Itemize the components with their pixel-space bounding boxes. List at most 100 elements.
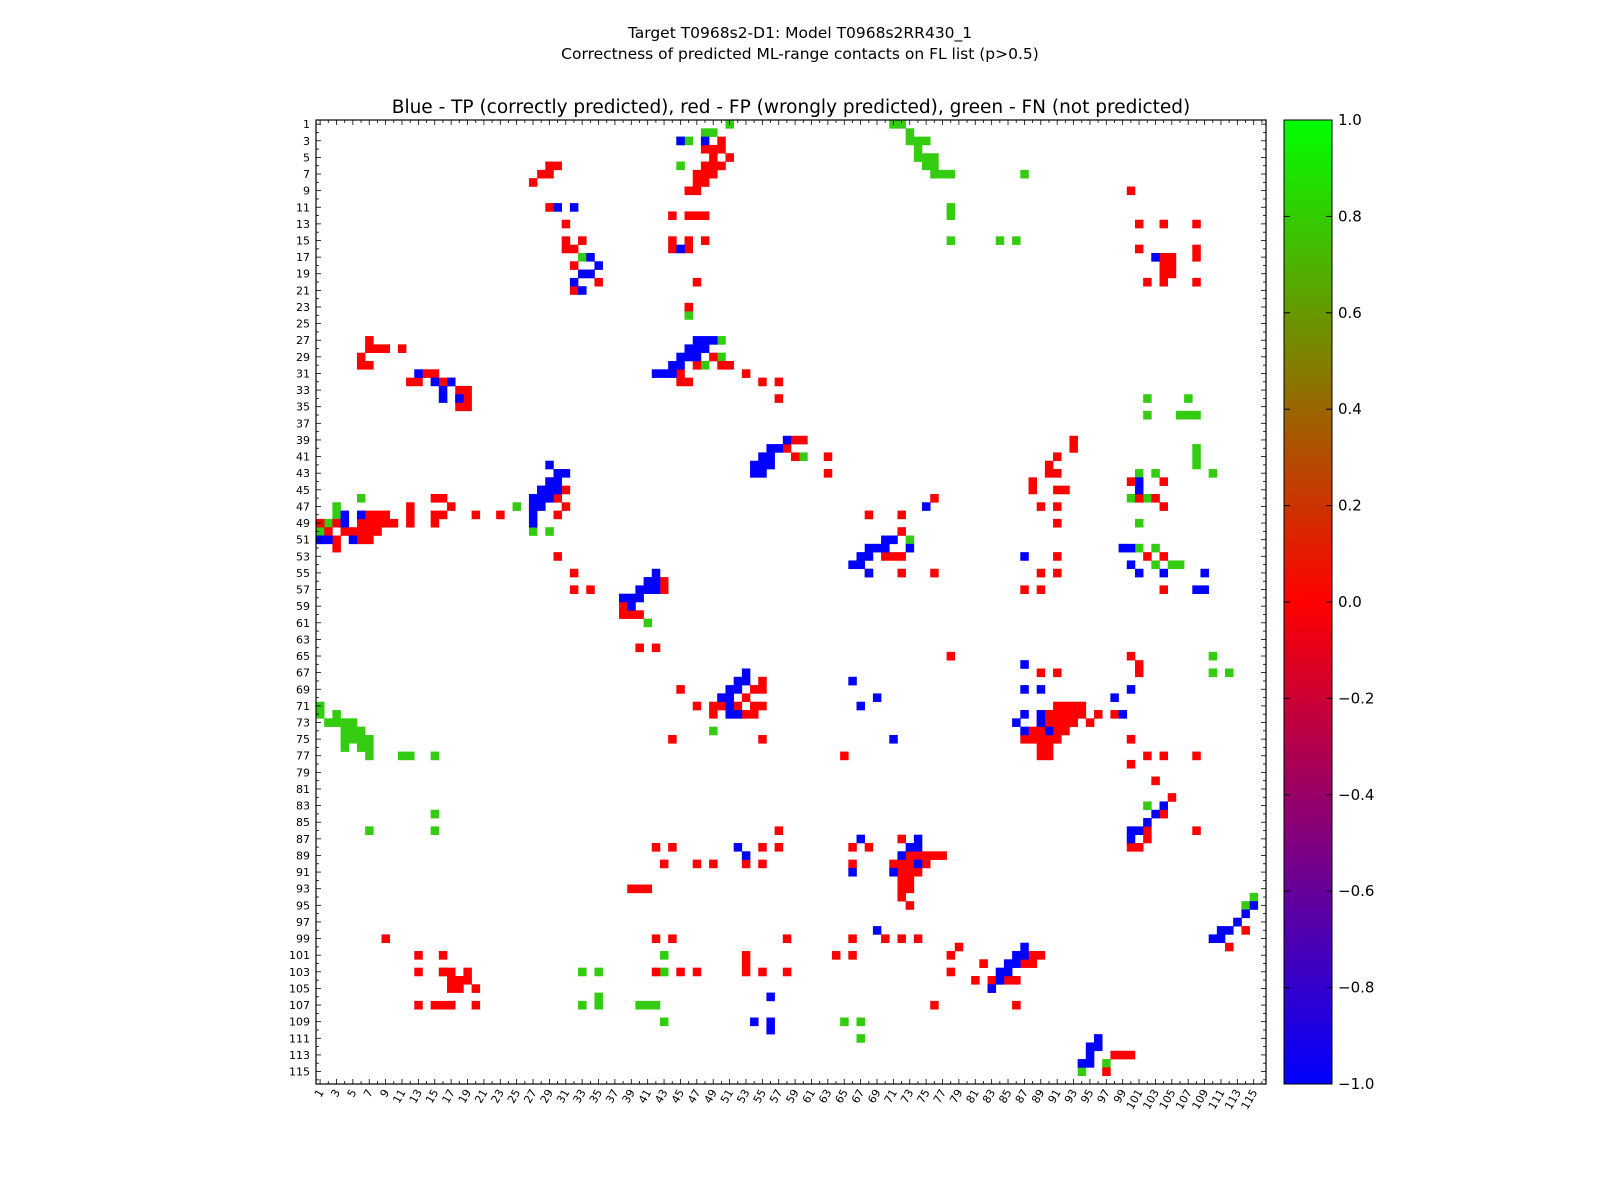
tp-contact-cell <box>528 518 538 528</box>
y-tick-label: 77 <box>296 750 310 763</box>
fp-contact-cell <box>373 527 382 536</box>
tp-contact-cell <box>340 518 350 528</box>
tp-contact-cell <box>725 701 734 711</box>
fp-contact-cell <box>1102 1067 1111 1076</box>
tp-contact-cell <box>692 344 702 353</box>
tp-contact-cell <box>1134 568 1144 578</box>
fn-contact-cell <box>406 751 415 761</box>
fp-contact-cell <box>1061 701 1070 711</box>
y-tick-label: 83 <box>296 800 310 813</box>
fp-contact-cell <box>373 344 382 353</box>
fn-contact-cell <box>348 734 358 744</box>
tp-contact-cell <box>766 1017 775 1027</box>
fn-contact-cell <box>1143 493 1152 503</box>
fp-contact-cell <box>430 510 440 520</box>
fp-contact-cell <box>897 892 906 902</box>
fp-contact-cell <box>709 144 718 154</box>
fp-contact-cell <box>1053 518 1062 528</box>
fp-contact-cell <box>758 967 767 977</box>
fp-contact-cell <box>1167 252 1177 262</box>
x-tick-label: 55 <box>751 1087 769 1106</box>
fp-contact-cell <box>1053 726 1062 736</box>
fn-contact-cell <box>1012 236 1021 245</box>
fp-contact-cell <box>1053 552 1062 561</box>
fn-contact-cell <box>430 826 440 835</box>
x-tick-label: 43 <box>652 1087 670 1106</box>
tp-contact-cell <box>1085 1050 1095 1060</box>
fp-contact-cell <box>553 493 562 503</box>
fp-contact-cell <box>1044 469 1054 478</box>
fp-contact-cell <box>1069 710 1078 719</box>
tp-contact-cell <box>1020 552 1029 561</box>
tp-contact-cell <box>1012 951 1021 960</box>
fn-contact-cell <box>1225 668 1234 678</box>
tp-contact-cell <box>1126 543 1136 553</box>
y-tick-label: 105 <box>289 982 310 995</box>
tp-contact-cell <box>733 676 743 686</box>
colorbar-tick-label: −0.8 <box>1338 979 1374 997</box>
fp-contact-cell <box>356 518 366 528</box>
fp-contact-cell <box>692 701 702 711</box>
fn-contact-cell <box>1249 892 1259 902</box>
fp-contact-cell <box>545 169 554 179</box>
fn-contact-cell <box>356 726 366 736</box>
fp-contact-cell <box>356 352 366 362</box>
tp-contact-cell <box>766 452 775 462</box>
fn-contact-cell <box>1126 493 1136 503</box>
plot-title: Blue - TP (correctly predicted), red - F… <box>392 97 1191 118</box>
x-tick-label: 25 <box>505 1087 523 1106</box>
y-tick-label: 11 <box>296 201 310 214</box>
fn-contact-cell <box>340 734 350 744</box>
fn-contact-cell <box>905 128 915 137</box>
y-tick-label: 87 <box>296 833 310 846</box>
tp-contact-cell <box>750 1017 759 1027</box>
y-tick-label: 15 <box>296 235 310 248</box>
fp-contact-cell <box>741 693 751 703</box>
fp-contact-cell <box>709 710 718 719</box>
fn-contact-cell <box>659 967 669 977</box>
y-tick-label: 35 <box>296 401 310 414</box>
x-tick-label: 19 <box>456 1087 474 1106</box>
tp-contact-cell <box>905 543 915 553</box>
y-tick-label: 99 <box>296 933 310 946</box>
fp-contact-cell <box>1110 710 1119 719</box>
fn-contact-cell <box>365 826 374 835</box>
tp-contact-cell <box>528 510 538 520</box>
colorbar-tick-label: 0.4 <box>1338 400 1362 418</box>
fp-contact-cell <box>1085 718 1095 727</box>
fp-contact-cell <box>1036 668 1046 678</box>
tp-contact-cell <box>922 502 931 511</box>
fn-contact-cell <box>340 726 350 736</box>
tp-contact-cell <box>1118 710 1128 719</box>
fp-contact-cell <box>1167 269 1177 279</box>
tp-contact-cell <box>676 352 685 362</box>
colorbar-tick-label: 1.0 <box>1338 111 1362 129</box>
tp-contact-cell <box>987 984 997 993</box>
fp-contact-cell <box>684 186 694 196</box>
fn-contact-cell <box>717 336 726 345</box>
fp-contact-cell <box>684 211 694 221</box>
fn-contact-cell <box>578 967 587 977</box>
fp-contact-cell <box>553 510 562 520</box>
fp-contact-cell <box>717 144 726 154</box>
fp-contact-cell <box>1167 793 1177 802</box>
fp-contact-cell <box>332 518 341 528</box>
y-tick-label: 29 <box>296 351 310 364</box>
fp-contact-cell <box>643 884 653 894</box>
y-tick-label: 31 <box>296 367 310 380</box>
tp-contact-cell <box>872 926 882 935</box>
fp-contact-cell <box>1020 959 1029 968</box>
y-tick-label: 95 <box>296 899 310 912</box>
fp-contact-cell <box>1053 718 1062 727</box>
fp-contact-cell <box>356 361 366 370</box>
fp-contact-cell <box>438 1000 448 1010</box>
fp-contact-cell <box>463 975 472 985</box>
fn-contact-cell <box>709 726 718 736</box>
fp-contact-cell <box>1044 743 1054 752</box>
fp-contact-cell <box>430 1000 440 1010</box>
x-tick-label: 67 <box>849 1087 867 1106</box>
fn-contact-cell <box>332 510 341 520</box>
y-tick-label: 7 <box>303 168 310 181</box>
tp-contact-cell <box>864 543 874 553</box>
fp-contact-cell <box>455 402 464 412</box>
